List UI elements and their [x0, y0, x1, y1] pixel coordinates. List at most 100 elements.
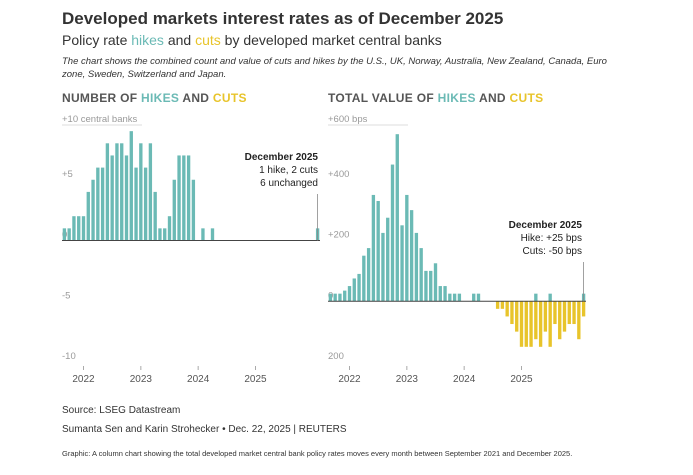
right-hike-bar — [414, 232, 419, 302]
right-hike-bar — [371, 194, 376, 302]
left-hike-bar — [172, 179, 176, 241]
left-hike-bar — [91, 179, 95, 241]
right-hike-bar — [452, 293, 457, 302]
right-hike-bar — [400, 225, 404, 302]
left-title-pre: NUMBER OF — [62, 91, 141, 105]
left-hike-bar — [139, 143, 143, 241]
left-xtick-label: 2023 — [130, 374, 153, 385]
right-ylabel: +600 bps — [328, 114, 368, 125]
right-cut-bar — [534, 301, 538, 340]
right-hike-bar — [548, 293, 552, 302]
right-hike-bar — [386, 217, 390, 302]
right-hike-bar — [390, 164, 395, 302]
left-hike-bar — [72, 216, 76, 241]
right-hike-bar — [472, 293, 476, 302]
right-title-hikes: HIKES — [437, 91, 476, 105]
subtitle-pre: Policy rate — [62, 32, 132, 48]
left-hike-bar — [210, 228, 215, 241]
right-cut-bar — [505, 301, 509, 317]
right-hike-bar — [343, 290, 347, 302]
right-cut-bar — [495, 301, 500, 309]
subtitle-cuts: cuts — [195, 32, 221, 48]
left-hike-bar — [153, 191, 157, 241]
right-hike-bar — [362, 255, 366, 302]
credit-line: Sumanta Sen and Karin Strohecker • Dec. … — [62, 424, 347, 435]
right-cut-bar — [553, 301, 557, 325]
right-hike-bar — [347, 286, 352, 302]
left-xtick-label: 2024 — [187, 374, 210, 385]
left-hike-bar — [129, 131, 133, 241]
left-hike-bar — [77, 216, 81, 241]
left-hike-bar — [148, 143, 153, 241]
right-cut-bar — [519, 301, 524, 347]
left-hike-bar — [182, 155, 186, 241]
left-xtick-label: 2025 — [244, 374, 267, 385]
right-xtick-label: 2022 — [338, 374, 361, 385]
left-ytick-label: -5 — [62, 290, 70, 301]
right-chart-title: TOTAL VALUE OF HIKES AND CUTS — [328, 91, 543, 105]
left-title-cuts: CUTS — [212, 91, 247, 105]
right-hike-bar — [433, 263, 438, 302]
left-annotation-line: December 2025 — [245, 152, 319, 163]
right-cut-bar — [572, 301, 576, 325]
left-ytick-label: +5 — [62, 169, 73, 180]
right-hike-bar — [395, 134, 399, 302]
alt-text: Graphic: A column chart showing the tota… — [62, 449, 573, 458]
right-hike-bar — [443, 286, 447, 302]
subtitle-hikes: hikes — [131, 32, 164, 48]
left-annotation-line: 6 unchanged — [260, 178, 318, 189]
right-hike-bar — [405, 194, 409, 302]
right-annotation-line: Cuts: -50 bps — [523, 246, 582, 257]
subtitle: Policy rate hikes and cuts by developed … — [62, 32, 442, 48]
left-hike-bar — [81, 216, 86, 241]
left-hike-bar — [110, 155, 114, 241]
right-ytick-label: +200 — [328, 230, 349, 241]
left-hike-bar — [134, 167, 138, 241]
right-ytick-label: +400 — [328, 169, 349, 180]
left-hike-bar — [167, 216, 172, 241]
left-hike-bar — [177, 155, 181, 241]
subtitle-mid: and — [163, 32, 196, 48]
right-xtick-label: 2025 — [510, 374, 533, 385]
left-hike-bar — [201, 228, 205, 241]
left-hike-bar — [158, 228, 162, 241]
right-hike-bar — [457, 293, 462, 302]
right-hike-bar — [476, 293, 481, 302]
right-hike-bar — [409, 210, 414, 302]
right-xtick-label: 2023 — [396, 374, 419, 385]
left-hike-bar — [143, 167, 148, 241]
left-hike-bar — [67, 228, 71, 241]
left-hike-bar — [115, 143, 119, 241]
right-xtick-label: 2024 — [453, 374, 476, 385]
left-hike-bar — [100, 167, 105, 241]
right-hike-bar — [357, 273, 361, 302]
left-annotation-line: 1 hike, 2 cuts — [259, 165, 318, 176]
left-ylabel: +10 central banks — [62, 114, 138, 125]
right-hike-bar — [424, 270, 428, 302]
left-hike-bar — [163, 228, 167, 241]
right-cut-bar — [543, 301, 548, 332]
right-cut-bar — [548, 301, 552, 347]
left-title-hikes: HIKES — [141, 91, 180, 105]
left-xtick-label: 2022 — [72, 374, 95, 385]
right-cut-bar — [567, 301, 571, 325]
right-title-and: AND — [475, 91, 510, 105]
page-title: Developed markets interest rates as of D… — [62, 9, 504, 28]
description: The chart shows the combined count and v… — [62, 56, 607, 80]
left-hike-bar — [124, 155, 129, 241]
source-note: Source: LSEG Datastream — [62, 405, 181, 416]
left-title-and: AND — [179, 91, 213, 105]
left-hike-bar — [105, 143, 110, 241]
right-hike-bar — [376, 201, 380, 302]
right-title-pre: TOTAL VALUE OF — [328, 91, 438, 105]
right-cut-bar — [529, 301, 533, 347]
left-hike-bar — [62, 228, 67, 241]
right-hike-bar — [429, 270, 433, 302]
right-hike-bar — [366, 248, 371, 302]
right-hike-bar — [534, 293, 538, 302]
right-hike-bar — [328, 293, 333, 302]
right-cut-bar — [562, 301, 567, 332]
right-annotation-line: December 2025 — [509, 220, 583, 231]
